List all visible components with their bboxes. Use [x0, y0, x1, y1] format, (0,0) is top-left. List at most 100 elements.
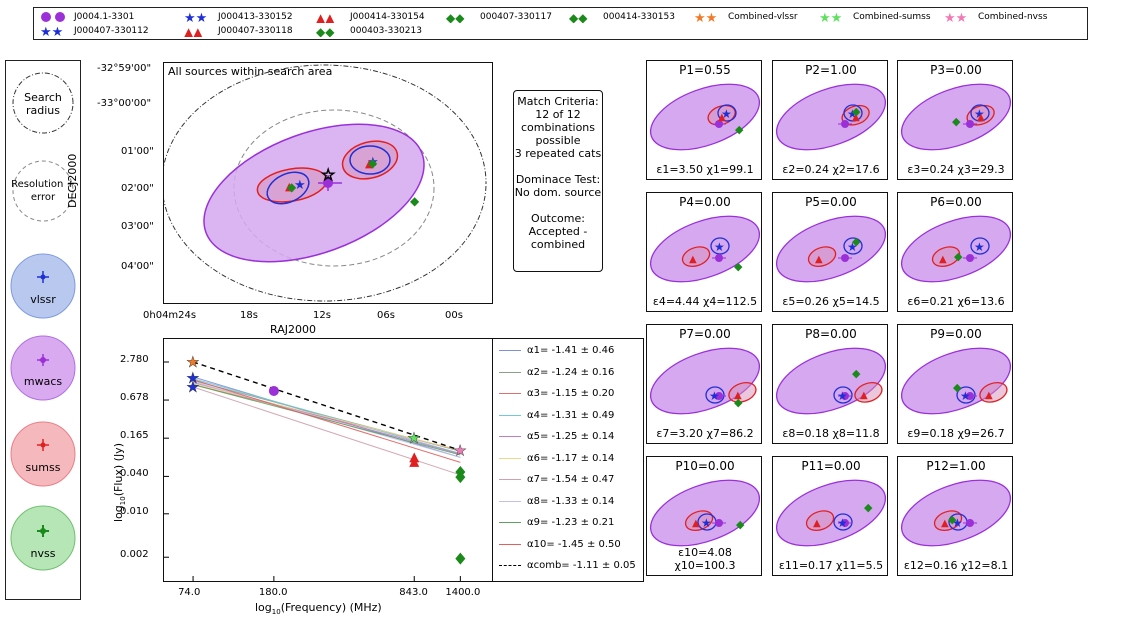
svg-text:★★: ★★ — [694, 11, 717, 23]
panel-canvas: ★ ▲ ◆ — [649, 215, 761, 283]
sumss-label: sumss — [25, 461, 61, 474]
svg-text:★: ★ — [960, 389, 971, 403]
ra-tick: 06s — [377, 310, 395, 321]
legend-label: 000407-330117 — [480, 12, 552, 22]
panel-stats: ε10=4.08 χ10=100.3 — [674, 546, 736, 572]
dec-tick: -33°00'00" — [97, 98, 152, 109]
panel-probability: P4=0.00 — [679, 195, 731, 209]
legend-item: ★★ J000413-330152 — [184, 11, 293, 23]
svg-text:▲▲: ▲▲ — [184, 25, 203, 37]
panel-canvas: ★ ▲ ◆ — [775, 479, 887, 547]
legend-item: ◆◆ 000407-330117 — [446, 11, 552, 23]
svg-text:★: ★ — [721, 107, 732, 121]
vlssr-marker-icon — [37, 271, 49, 283]
svg-text:☆: ☆ — [321, 165, 335, 184]
alpha-legend-name: αcomb — [527, 560, 562, 571]
alpha-legend-row: α6 = -1.17 ± 0.14 — [499, 453, 614, 464]
svg-text:◆◆: ◆◆ — [446, 11, 465, 23]
svg-text:★: ★ — [974, 107, 985, 121]
data-point-10 — [455, 471, 466, 484]
svg-text:▲▲: ▲▲ — [316, 11, 335, 23]
data-point-8: ★ — [453, 441, 466, 459]
alpha-legend-value: = -1.54 ± 0.47 — [539, 474, 615, 485]
alpha-legend-line — [499, 565, 521, 566]
alpha-legend-row: α3 = -1.15 ± 0.20 — [499, 388, 614, 399]
svg-text:★: ★ — [837, 516, 848, 530]
svg-text:◆: ◆ — [948, 513, 957, 526]
alpha-legend-name: α1 — [527, 345, 540, 356]
combination-panel: ★ ▲ ◆ P1=0.55 ε1=3.50 χ1=99.1 — [646, 60, 762, 180]
panel-probability: P2=1.00 — [805, 63, 857, 77]
panel-canvas: ★ ▲ ◆ — [649, 83, 761, 151]
criteria-line: combined — [530, 238, 586, 251]
combination-panel: ★ ▲ ◆ P11=0.00 ε11=0.17 χ11=5.5 — [772, 456, 888, 576]
alpha-legend-value: = -1.24 ± 0.16 — [539, 366, 615, 378]
svg-text:◆◆: ◆◆ — [316, 25, 335, 37]
alpha-legend-name: α2 — [527, 366, 540, 378]
panel-stats: ε9=0.18 χ9=26.7 — [907, 427, 1005, 440]
mwacs-marker-icon — [37, 354, 49, 366]
panel-probability: P1=0.55 — [679, 63, 731, 77]
vlssr-label: vlssr — [30, 293, 56, 306]
alpha-legend-value: = -1.25 ± 0.14 — [539, 431, 615, 442]
svg-text:◆: ◆ — [952, 115, 961, 128]
nvss-swatch-icon — [10, 505, 76, 571]
alpha-legend-line — [499, 479, 521, 480]
alpha-legend-row: α10 = -1.45 ± 0.50 — [499, 539, 621, 550]
mwacs-swatch-icon — [10, 335, 76, 401]
legend-item: ★★ Combined-sumss — [819, 11, 931, 23]
panel-canvas: ★ ▲ ◆ — [649, 479, 761, 547]
panel-stats: ε6=0.21 χ6=13.6 — [907, 295, 1005, 308]
ra-tick: 0h04m24s — [143, 310, 197, 321]
panel-stats: ε7=3.20 χ7=86.2 — [656, 427, 754, 440]
data-point-11 — [455, 552, 466, 565]
legend-label: Combined-sumss — [853, 12, 931, 22]
svg-text:★★: ★★ — [819, 11, 842, 23]
panel-canvas: ★ ▲ ◆ — [775, 215, 887, 283]
svg-text:◆: ◆ — [735, 123, 744, 136]
panel-canvas: ★ ▲ ◆ — [900, 215, 1012, 283]
svg-text:★: ★ — [367, 155, 379, 170]
legend-item: ◆◆ 000403-330213 — [316, 25, 422, 37]
spectral-index-legend: α1 = -1.41 ± 0.46 α2 = -1.24 ± 0.16 α3 = -… — [492, 338, 644, 582]
alpha-legend-row: α9 = -1.23 ± 0.21 — [499, 517, 614, 528]
panel-canvas: ★ ▲ ◆ — [649, 347, 761, 415]
alpha-legend-line — [499, 393, 521, 394]
panel-probability: P7=0.00 — [679, 327, 731, 341]
data-point-4 — [268, 385, 279, 396]
svg-text:★★: ★★ — [40, 25, 63, 37]
legend-item: J0004.1-3301 — [40, 11, 134, 23]
ra-tick: 18s — [240, 310, 258, 321]
alpha-legend-value: = -1.33 ± 0.14 — [539, 495, 615, 507]
alpha-legend-value: = -1.23 ± 0.21 — [539, 517, 615, 528]
combination-panel: ★ ▲ ◆ P2=1.00 ε2=0.24 χ2=17.6 — [772, 60, 888, 180]
svg-text:◆: ◆ — [734, 396, 743, 409]
dec-tick: 02'00" — [121, 183, 154, 194]
svg-text:★: ★ — [847, 107, 858, 121]
svg-text:◆: ◆ — [368, 156, 378, 170]
sed-y-tick: 0.040 — [120, 468, 149, 480]
panel-probability: P11=0.00 — [801, 459, 861, 473]
alpha-legend-value: = -1.15 ± 0.20 — [539, 388, 615, 399]
alpha-legend-line — [499, 500, 521, 502]
alpha-legend-value: = -1.17 ± 0.14 — [539, 452, 615, 464]
panel-stats: ε4=4.44 χ4=112.5 — [652, 295, 758, 308]
panel-canvas: ★ ▲ ◆ — [900, 479, 1012, 547]
panel-probability: P12=1.00 — [926, 459, 986, 473]
alpha-legend-name: α7 — [527, 474, 540, 485]
combination-panel: ★ ▲ ◆ P10=0.00 ε10=4.08 χ10=100.3 — [646, 456, 762, 576]
svg-text:▲: ▲ — [285, 180, 294, 193]
svg-text:▲: ▲ — [939, 254, 947, 265]
svg-text:★: ★ — [701, 516, 712, 530]
sidebar-shapes — [10, 72, 76, 571]
combination-panel: ★ ▲ ◆ P9=0.00 ε9=0.18 χ9=26.7 — [897, 324, 1013, 444]
criteria-line: No dom. source — [514, 186, 602, 199]
svg-text:★: ★ — [294, 178, 306, 193]
dec-tick: -32°59'00" — [97, 63, 152, 74]
panel-probability: P10=0.00 — [675, 459, 735, 473]
svg-text:▲: ▲ — [941, 518, 949, 529]
dec-tick: 04'00" — [121, 261, 154, 272]
panel-stats: ε11=0.17 χ11=5.5 — [778, 559, 884, 572]
svg-text:▲: ▲ — [815, 254, 823, 265]
resolution-icon — [12, 160, 74, 222]
